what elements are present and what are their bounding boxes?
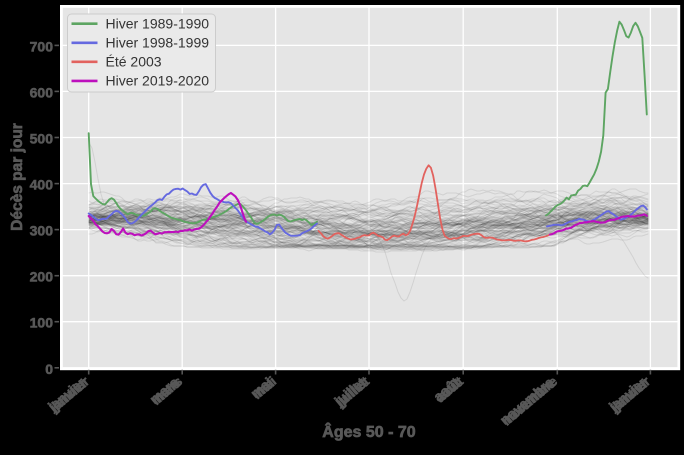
svg-text:300: 300 [30,223,54,239]
svg-text:Hiver 1998-1999: Hiver 1998-1999 [106,35,210,51]
svg-text:600: 600 [30,84,54,100]
svg-text:Âges 50 - 70: Âges 50 - 70 [322,422,415,441]
svg-text:Hiver 2019-2020: Hiver 2019-2020 [106,73,210,89]
svg-text:100: 100 [30,315,54,331]
svg-text:Hiver 1989-1990: Hiver 1989-1990 [106,16,210,32]
svg-text:500: 500 [30,131,54,147]
svg-text:Décès par jour: Décès par jour [9,123,26,231]
svg-text:400: 400 [30,177,54,193]
svg-text:0: 0 [45,361,53,377]
svg-text:Été 2003: Été 2003 [106,54,162,70]
svg-text:200: 200 [30,269,54,285]
svg-text:700: 700 [30,38,54,54]
